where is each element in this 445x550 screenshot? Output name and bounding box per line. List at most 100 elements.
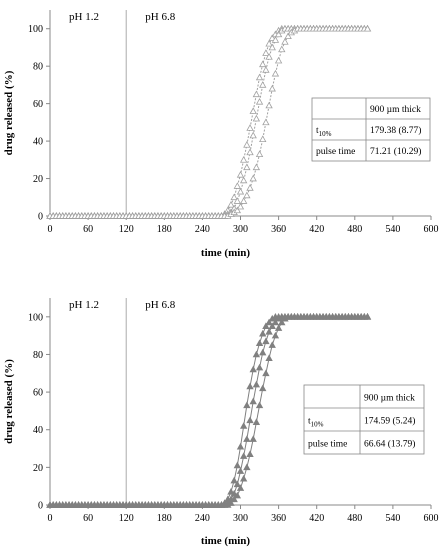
data-point-series-3 [271, 69, 280, 77]
data-point-series-2 [236, 467, 245, 474]
data-point-series-2 [239, 452, 248, 459]
data-point-series-3 [227, 499, 235, 506]
chart-panel-bottom: 0 60 120 180 240 300 360 420 480 540 600 0 20 40 60 80 1… [3, 298, 439, 547]
data-point-series-3 [233, 206, 242, 214]
data-point-series-3 [278, 318, 286, 326]
y-tick-label: 80 [33, 62, 43, 73]
data-point-series-2 [255, 97, 264, 105]
data-point-series-3 [278, 45, 286, 53]
x-tick-label: 360 [271, 224, 286, 235]
y-tick-label: 80 [33, 350, 43, 361]
x-tick-label: 0 [48, 224, 53, 235]
data-point-series-3 [262, 369, 270, 377]
data-point-series-3 [274, 56, 283, 64]
x-tick-label: 600 [424, 513, 439, 524]
data-point-series-3 [265, 354, 273, 362]
data-point-series-3 [363, 24, 372, 32]
x-axis-label: time (min) [201, 535, 251, 547]
data-point-series-1 [230, 193, 238, 201]
data-point-series-3 [268, 341, 276, 348]
data-point-series-1 [262, 49, 270, 56]
data-point-series-1 [252, 90, 261, 98]
data-point-series-3 [271, 331, 280, 339]
data-point-series-2 [268, 322, 276, 330]
data-point-series-2 [262, 337, 270, 345]
data-point-series-2 [265, 328, 273, 335]
table-row-value: 179.38 (8.77) [370, 125, 421, 136]
data-point-series-1 [227, 200, 235, 208]
x-tick-label: 0 [48, 513, 53, 524]
x-tick-label: 420 [309, 513, 324, 524]
data-point-series-2 [252, 114, 261, 122]
table-row-label: t10% [308, 416, 324, 428]
y-tick-label: 20 [33, 463, 43, 474]
data-point-series-3 [262, 118, 270, 126]
data-point-series-1 [243, 401, 251, 409]
data-point-series-1 [249, 365, 257, 373]
data-point-series-3 [230, 495, 238, 503]
x-tick-label: 240 [195, 513, 210, 524]
data-point-series-3 [236, 202, 245, 210]
ph-label-neutral: pH 6.8 [145, 11, 175, 23]
data-point-series-3 [274, 324, 283, 331]
data-point-series-1 [259, 60, 267, 68]
data-point-series-1 [230, 476, 238, 484]
data-point-series-1 [239, 422, 248, 429]
data-point-series-3 [363, 312, 372, 320]
data-point-series-1 [252, 350, 261, 358]
y-tick-label: 60 [33, 99, 43, 110]
y-tick-label: 20 [33, 174, 43, 185]
y-axis-label: drug released (%) [3, 70, 15, 155]
data-point-series-3 [259, 384, 267, 392]
ph-label-acid: pH 1.2 [69, 11, 99, 23]
data-point-series-2 [246, 416, 254, 424]
table-header: 900 µm thick [364, 393, 415, 403]
y-tick-label: 0 [38, 501, 43, 512]
x-tick-label: 480 [347, 224, 362, 235]
table-row-value: 71.21 (10.29) [370, 146, 421, 157]
table-row-value: 174.59 (5.24) [364, 415, 415, 426]
y-tick-label: 60 [33, 388, 43, 399]
data-point-series-2 [271, 36, 280, 43]
data-point-series-1 [227, 488, 235, 495]
y-tick-label: 40 [33, 137, 43, 148]
x-tick-label: 60 [83, 513, 93, 524]
data-point-series-1 [259, 329, 267, 337]
data-point-series-2 [274, 30, 283, 38]
table-header: 900 µm thick [370, 105, 421, 115]
data-point-series-2 [249, 397, 257, 405]
y-axis-label: drug released (%) [3, 359, 15, 444]
data-point-series-3 [239, 474, 248, 482]
x-tick-label: 120 [119, 224, 134, 235]
table-row-label: t10% [316, 126, 332, 138]
chart-panel-top: 0 60 120 180 240 300 360 420 480 540 600 0 20 40 60 80 1… [3, 10, 439, 259]
x-tick-label: 60 [83, 224, 93, 235]
data-point-series-1 [236, 170, 245, 178]
data-point-series-2 [255, 363, 264, 371]
data-point-series-1 [246, 124, 254, 131]
data-point-series-1 [268, 34, 276, 41]
data-point-series-3 [233, 491, 242, 499]
data-point-series-3 [249, 174, 257, 182]
x-tick-label: 240 [195, 224, 210, 235]
data-point-series-2 [243, 163, 251, 171]
x-axis-label: time (min) [201, 247, 251, 259]
x-tick-label: 600 [424, 224, 439, 235]
x-tick-label: 360 [271, 513, 286, 524]
y-tick-label: 40 [33, 425, 43, 436]
data-point-series-3 [281, 38, 289, 45]
data-point-series-1 [249, 107, 257, 114]
ph-label-acid: pH 1.2 [69, 299, 99, 311]
x-tick-label: 120 [119, 513, 134, 524]
data-point-series-2 [233, 197, 242, 204]
x-tick-label: 180 [157, 513, 172, 524]
table-row-value: 66.64 (13.79) [364, 438, 415, 449]
data-point-series-2 [236, 187, 245, 195]
data-point-series-3 [239, 197, 248, 204]
data-point-series-3 [249, 435, 257, 442]
data-point-series-2 [259, 348, 267, 356]
data-point-series-3 [246, 184, 254, 191]
data-point-series-2 [252, 380, 261, 388]
data-point-series-2 [262, 66, 270, 73]
